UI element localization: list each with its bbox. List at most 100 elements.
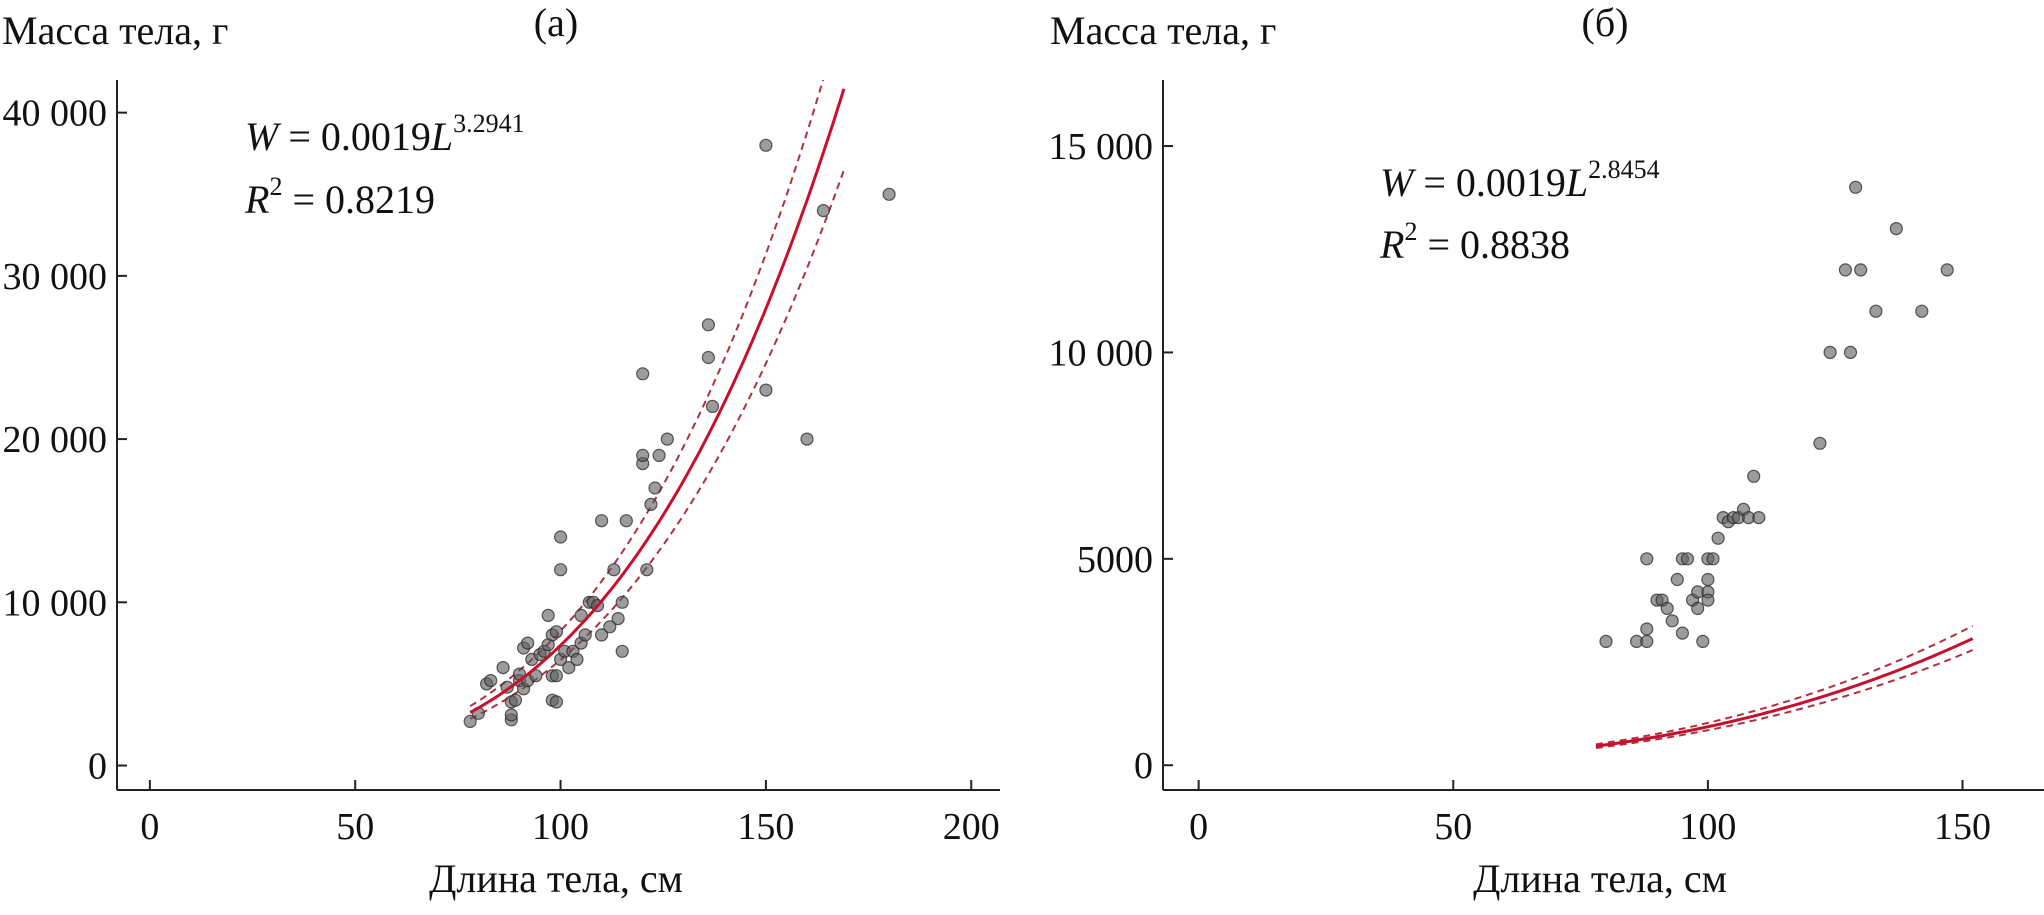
data-point xyxy=(652,448,666,462)
y-tick-label: 10 000 xyxy=(3,582,108,624)
equation-coefficient: = 0.0019 xyxy=(1413,160,1566,205)
data-point xyxy=(1889,222,1903,236)
y-axis-title: Масса тела, г xyxy=(2,8,228,53)
data-point xyxy=(1701,572,1715,587)
equation-coefficient: = 0.0019 xyxy=(278,114,431,159)
axes: 0 5000 10 000 15 000 0 50 100 150 xyxy=(1049,80,2044,848)
fit-curve-group xyxy=(469,88,846,714)
data-point xyxy=(484,673,498,688)
y-tick-label: 15 000 xyxy=(1049,126,1154,168)
panel-label: (а) xyxy=(534,0,578,45)
data-point xyxy=(615,644,629,658)
data-point xyxy=(1599,634,1613,649)
data-point xyxy=(1680,552,1695,566)
y-tick-label: 40 000 xyxy=(3,93,108,135)
data-point xyxy=(541,608,555,623)
y-axis-title: Масса тела, г xyxy=(1050,8,1276,53)
x-tick-label: 150 xyxy=(1934,806,1991,848)
data-point xyxy=(549,695,564,709)
data-point xyxy=(594,514,609,528)
x-tick-label: 100 xyxy=(1679,806,1736,848)
data-point xyxy=(553,563,568,577)
data-point xyxy=(594,628,609,642)
data-point xyxy=(701,350,716,365)
data-point xyxy=(1915,304,1929,318)
data-point xyxy=(574,608,588,623)
data-point xyxy=(496,660,510,675)
data-point xyxy=(1752,510,1766,525)
equation-w: W xyxy=(1380,160,1417,205)
data-point xyxy=(644,497,658,511)
equation-w: W xyxy=(245,114,282,159)
data-point xyxy=(759,138,773,152)
y-tick-label: 20 000 xyxy=(3,419,108,461)
y-tick-label: 0 xyxy=(1134,745,1153,787)
data-point xyxy=(636,448,650,462)
data-point xyxy=(1940,263,1954,277)
data-point xyxy=(1691,601,1705,616)
data-point xyxy=(636,367,650,381)
data-point xyxy=(1660,601,1674,616)
data-point xyxy=(549,625,564,639)
x-tick-label: 100 xyxy=(532,806,589,848)
r-squared-superscript: 2 xyxy=(1404,217,1417,246)
fit-curve-group xyxy=(1595,637,1974,748)
x-tick-label: 0 xyxy=(140,806,159,848)
x-tick-label: 50 xyxy=(336,806,374,848)
data-point xyxy=(521,636,535,650)
data-point xyxy=(603,620,617,634)
panel-label: (б) xyxy=(1582,0,1629,45)
data-point xyxy=(882,187,896,201)
data-point xyxy=(705,399,720,413)
ci-upper-line xyxy=(1595,625,1974,746)
data-point xyxy=(1665,614,1679,628)
data-point xyxy=(1675,626,1690,640)
data-point xyxy=(508,693,523,707)
data-point xyxy=(1854,263,1868,277)
y-tick-label: 10 000 xyxy=(1049,332,1154,374)
ci-upper-line xyxy=(469,80,825,708)
data-point xyxy=(1640,622,1654,636)
data-point xyxy=(1696,634,1710,649)
data-point xyxy=(570,652,584,667)
r-symbol: R xyxy=(244,177,269,222)
data-point xyxy=(504,708,518,722)
regression-equation: W = 0.0019L2.8454 xyxy=(1380,155,1660,205)
r-squared: R2 = 0.8838 xyxy=(1379,217,1570,267)
chart-panel-a: Масса тела, г (а) Длина тела, см W = 0.0… xyxy=(2,0,1000,901)
data-point xyxy=(1838,263,1853,277)
data-point xyxy=(1670,572,1684,587)
x-axis-title: Длина тела, см xyxy=(429,856,683,901)
x-tick-label: 200 xyxy=(943,806,1000,848)
data-point xyxy=(1701,593,1715,607)
data-point xyxy=(1848,180,1863,194)
data-point xyxy=(816,204,831,218)
r-squared: R2 = 0.8219 xyxy=(244,172,435,222)
data-point xyxy=(1843,345,1858,359)
data-point xyxy=(800,432,814,446)
data-point xyxy=(619,514,633,528)
chart-panel-b: Масса тела, г (б) Длина тела, см W = 0.0… xyxy=(1049,0,2044,901)
r-squared-value: = 0.8219 xyxy=(282,177,435,222)
regression-equation: W = 0.0019L3.2941 xyxy=(245,109,525,159)
r-squared-value: = 0.8838 xyxy=(1417,222,1570,267)
fit-curve xyxy=(469,88,846,714)
data-point xyxy=(660,432,674,446)
fit-curve xyxy=(1595,637,1974,748)
data-point xyxy=(615,595,629,609)
data-point xyxy=(1869,304,1883,318)
x-tick-label: 150 xyxy=(737,806,794,848)
data-point xyxy=(759,383,773,397)
x-axis-title: Длина тела, см xyxy=(1473,856,1727,901)
confidence-band xyxy=(1595,625,1974,749)
data-point xyxy=(549,669,564,683)
equation-exponent: 3.2941 xyxy=(453,109,525,138)
axes: 0 10 000 20 000 30 000 40 000 0 50 100 150 200 xyxy=(3,80,1000,848)
ci-lower-line xyxy=(1595,649,1974,749)
data-point xyxy=(607,563,621,577)
data-point xyxy=(1640,634,1654,649)
data-point xyxy=(640,563,654,577)
data-point xyxy=(1823,345,1837,359)
data-point xyxy=(1711,531,1725,545)
